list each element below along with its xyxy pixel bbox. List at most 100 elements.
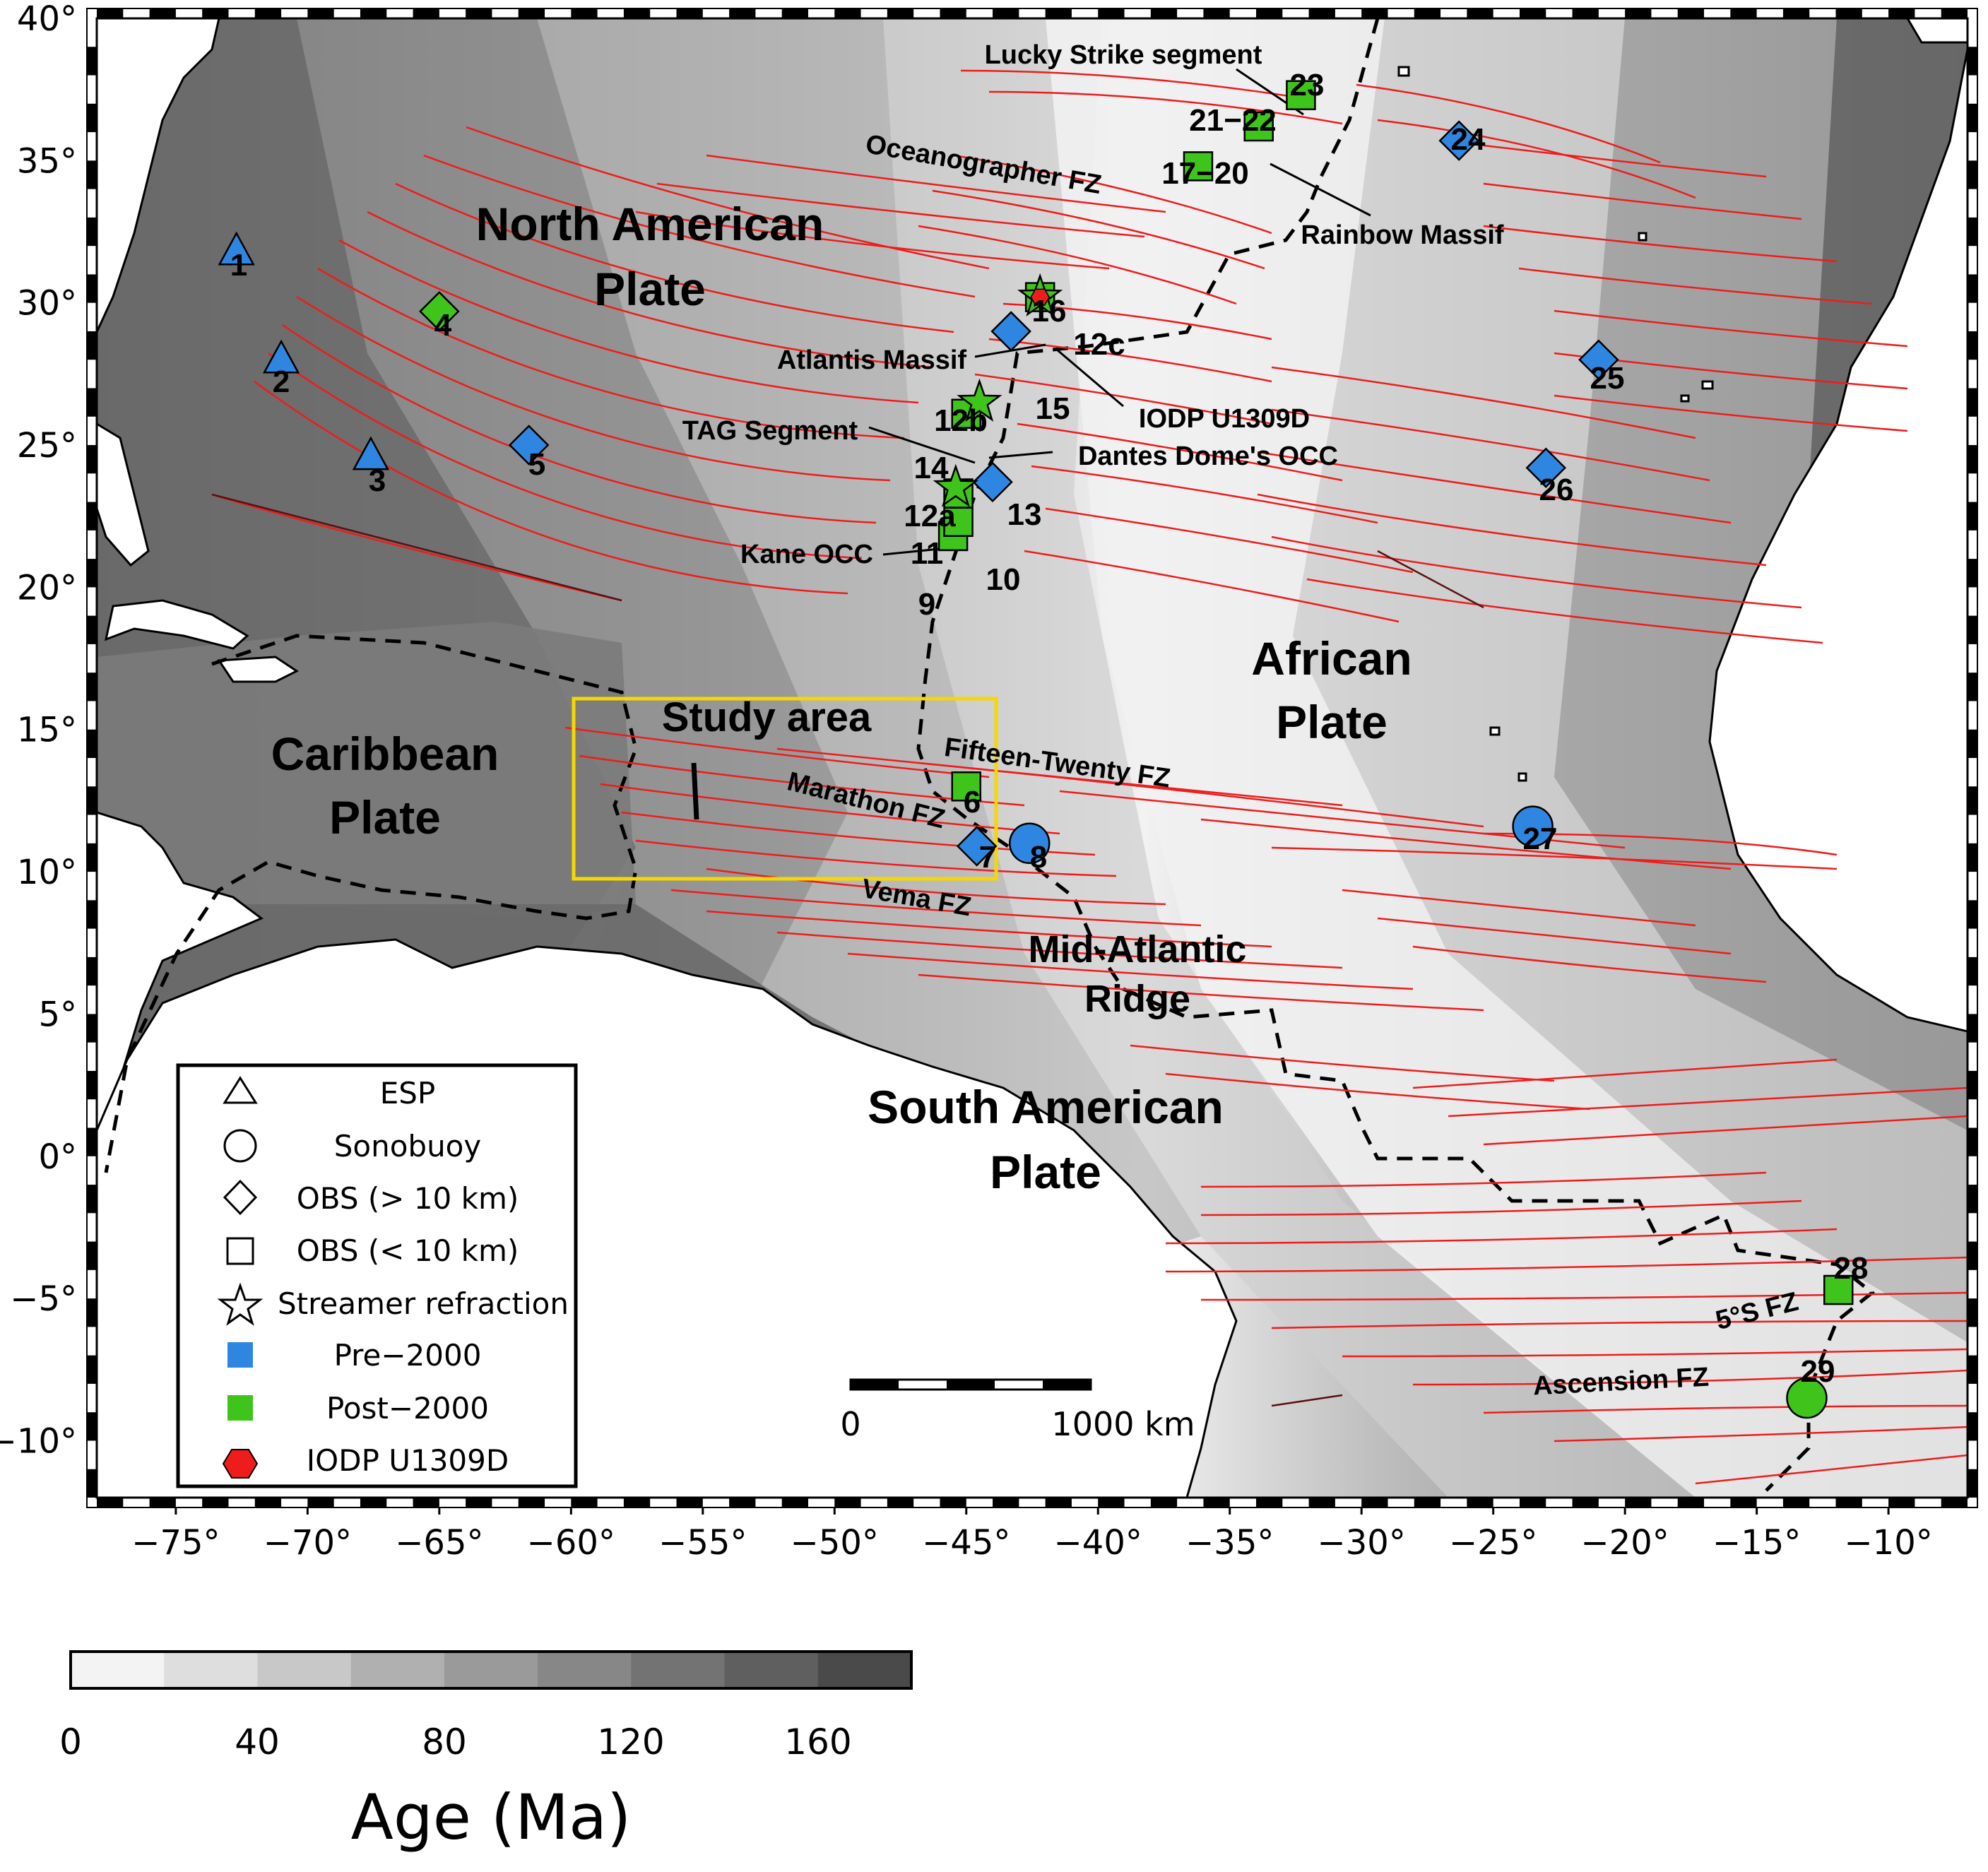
site-25-diamond-marker [1578,339,1619,380]
colorbar-swatch [257,1652,352,1688]
frame-segment [87,331,97,360]
site-12c-label: 12c [1073,327,1125,362]
colorbar-swatches [71,1652,912,1688]
frame-segment [87,1185,97,1214]
frame-segment [87,274,97,303]
frame-segment [1150,1498,1178,1507]
african-plate-label-2: Plate [1276,696,1388,748]
site-4-label: 4 [434,308,452,343]
frame-segment [1361,8,1388,18]
frame-segment [360,8,387,18]
atlantis-massif-label: Atlantis Massif [777,345,967,375]
frame-segment [1968,1185,1977,1214]
site-26-diamond-marker [1525,447,1567,489]
lat-tick-label: 10° [17,853,77,892]
frame-segment [1467,8,1493,18]
legend-circle-icon [223,1129,257,1163]
frame-segment [1968,47,1977,76]
scale-bar: 0 1000 km [840,1378,1195,1443]
frame-segment [1519,8,1546,18]
frame-segment [87,1469,97,1498]
site-10-label: 10 [986,562,1021,597]
lon-tick-label: −55° [658,1523,747,1563]
colorbar-tick-0: 0 [59,1722,82,1763]
frame-segment [781,8,808,18]
site-17-20-square-marker [1183,151,1214,182]
site-25-label: 25 [1590,361,1625,396]
frame-segment [1467,1498,1493,1507]
frame-segment [1968,274,1977,303]
colorbar-tick-40: 40 [235,1722,280,1763]
frame-segment [87,1298,97,1327]
frame-segment [87,615,97,644]
caribbean-plate-label-2: Plate [329,791,441,843]
frame-segment [1968,786,1977,815]
site-6-square-marker [951,771,982,802]
frame-segment [940,8,966,18]
lat-tick-label: 35° [17,141,77,181]
legend-label-iodp: IODP U1309D [307,1443,509,1478]
site-iodp-hexagon-marker [1030,288,1051,306]
frame-segment [254,1498,282,1507]
colorbar-outline [69,1650,913,1690]
frame-segment [1835,8,1862,18]
site-5-label: 5 [528,447,545,482]
lat-tick-label: −5° [10,1279,77,1319]
frame-segment [149,1498,176,1507]
legend-post2000-swatch [227,1395,253,1421]
frame-segment [1361,1498,1388,1507]
legend: ESP Sonobuoy OBS (> 10 km) OBS (< 10 km)… [176,1063,578,1488]
lat-tick-label: 5° [38,995,77,1034]
frame-segment [1782,1498,1810,1507]
frame-segment [1203,8,1230,18]
study-area-label: Study area [662,694,872,740]
frame-segment [97,8,124,18]
frame-segment [254,8,282,18]
site-21-22-square-marker [1243,111,1274,142]
frame-segment [1968,1355,1977,1384]
lon-tick-label: −30° [1318,1523,1406,1563]
frame-segment [1888,8,1915,18]
frame-segment [87,843,97,872]
frame-segment [202,8,229,18]
frame-segment [1968,900,1977,929]
frame-segment [1098,1498,1125,1507]
site-14-label: 14 [914,451,949,485]
legend-diamond-icon [223,1179,258,1216]
colorbar-title: Age (Ma) [351,1781,632,1854]
legend-star-icon [217,1282,264,1326]
legend-label-pre2000: Pre−2000 [334,1338,482,1373]
caribbean-boundary [104,634,638,1173]
north-american-plate-label-2: Plate [594,263,706,315]
frame-segment [87,160,97,189]
frame-segment [1045,8,1072,18]
frame-segment [1677,1498,1705,1507]
legend-label-esp: ESP [380,1076,436,1110]
site-26-label: 26 [1539,473,1574,507]
site-13-label: 13 [1007,497,1042,532]
site-12b-label: 12b [934,403,988,438]
plate-labels: North American Plate Caribbean Plate Afr… [271,198,1412,1198]
frame-segment [87,445,97,474]
map-frame [86,8,1978,1508]
frame-segment [1968,160,1977,189]
site-7-label: 7 [979,840,996,875]
feature-labels: Lucky Strike segment Oceanographer FZ Ra… [682,40,1801,1402]
legend-label-post2000: Post−2000 [326,1391,489,1426]
lat-tick-label: 15° [17,711,77,750]
frame-segment [887,8,914,18]
colorbar-tick-160: 160 [784,1722,851,1763]
lon-tick-label: −35° [1185,1523,1274,1563]
frame-segment [97,1498,124,1507]
frame-segment [676,1498,703,1507]
hispaniola-land [217,656,299,683]
site-2-label: 2 [273,365,290,399]
south-american-plate-label-2: Plate [990,1146,1101,1198]
south-american-plate-label: South American [868,1081,1224,1133]
site-29-label: 29 [1801,1354,1835,1389]
site-15-label: 15 [1036,391,1070,426]
west-africa-land [1708,49,1968,1033]
site-17-20-label: 17−20 [1161,156,1249,191]
frame-segment [87,47,97,76]
